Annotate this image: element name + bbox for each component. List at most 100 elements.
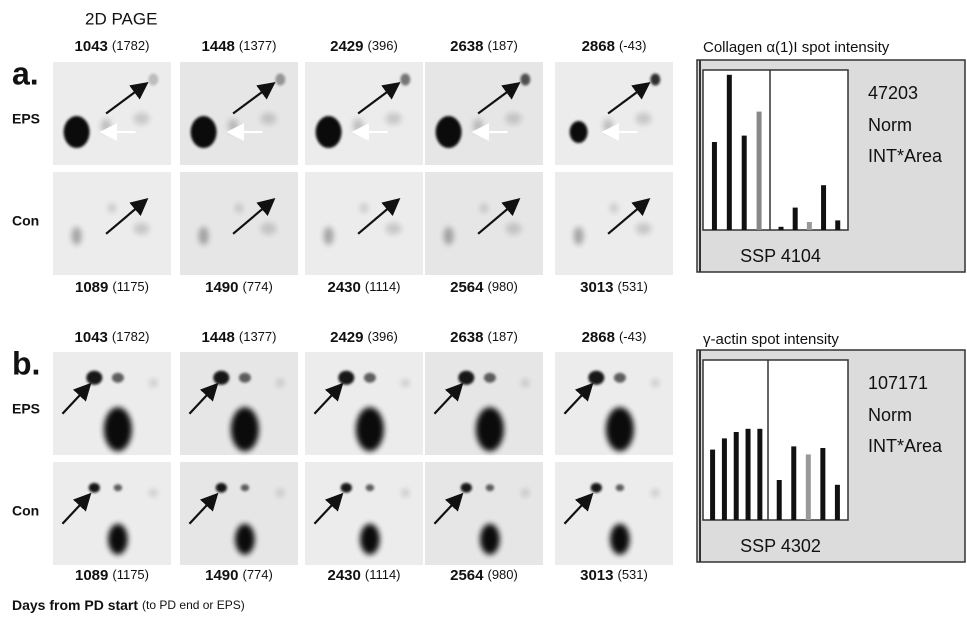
sample-id: 2868 — [582, 38, 615, 55]
gel-image — [180, 352, 298, 455]
gel-bg — [305, 172, 423, 275]
gel-spot — [460, 482, 472, 493]
gel-image — [555, 352, 673, 455]
gel-label: 2429 (396) — [330, 38, 398, 55]
arrow — [188, 492, 219, 525]
bar — [805, 454, 811, 520]
gel-image — [555, 172, 673, 275]
arrow — [357, 82, 401, 115]
gel-spot — [190, 116, 217, 149]
chart-value: 47203 — [868, 83, 918, 103]
gel-spot — [340, 482, 352, 493]
row-label: Con — [12, 213, 39, 229]
figure-title: 2D PAGE — [85, 9, 157, 28]
gel-spot — [573, 226, 584, 245]
gel-label: 2868 (-43) — [582, 38, 647, 55]
panel-label: b. — [12, 345, 40, 381]
bar — [834, 484, 840, 520]
chart-unit: INT*Area — [868, 436, 943, 456]
gel-label: 1089 (1175) — [75, 567, 149, 584]
days: (1377) — [239, 38, 277, 53]
gel-bg — [53, 172, 171, 275]
days: (774) — [243, 279, 273, 294]
gel-spot — [385, 112, 402, 125]
gel-spot — [260, 112, 277, 125]
bar — [835, 220, 841, 230]
arrow — [232, 82, 276, 115]
gel-spot — [338, 370, 355, 385]
gel-spot — [240, 484, 250, 492]
days: (1175) — [112, 567, 149, 582]
gel-label: 1448 (1377) — [202, 38, 277, 55]
arrow — [357, 197, 401, 235]
chart-value: 107171 — [868, 373, 928, 393]
gel-spot — [198, 226, 209, 245]
gel-image — [180, 62, 298, 165]
gel-label: 1043 (1782) — [75, 329, 150, 346]
gel-spot — [588, 370, 605, 385]
gel-spot — [615, 484, 625, 492]
gel-label: 1490 (774) — [205, 279, 273, 296]
gel-spot — [435, 116, 462, 149]
gel-spot — [149, 378, 158, 387]
gel-spot — [569, 121, 588, 144]
sample-id: 2638 — [450, 38, 483, 55]
gel-image — [53, 62, 171, 165]
gel-spot — [458, 370, 475, 385]
gel-spot — [483, 372, 496, 383]
arrow — [105, 197, 149, 235]
gel-spot — [353, 118, 364, 133]
gel-spot — [635, 222, 652, 235]
sample-id: 2564 — [450, 279, 484, 296]
gel-spot — [111, 372, 124, 383]
arrow — [607, 197, 651, 235]
gel-spot — [401, 378, 410, 387]
sample-id: 3013 — [580, 279, 613, 296]
gel-spot — [133, 222, 150, 235]
chart-ssp: SSP 4104 — [740, 246, 821, 266]
gel-spot — [443, 226, 454, 245]
bar — [726, 74, 732, 230]
gel-spot — [86, 370, 103, 385]
arrow — [313, 382, 344, 415]
gel-spot — [613, 372, 626, 383]
gel-image — [425, 62, 543, 165]
gel-spot — [590, 482, 602, 493]
bar — [776, 480, 782, 520]
gel-image — [53, 172, 171, 275]
sample-id: 2429 — [330, 38, 363, 55]
gel-spot — [485, 484, 495, 492]
sample-id: 1043 — [75, 329, 108, 346]
arrow — [61, 382, 92, 415]
gel-spot — [215, 482, 227, 493]
bar — [741, 135, 747, 230]
chart-title: Collagen α(1)I spot intensity — [703, 39, 890, 56]
gel-spot — [635, 112, 652, 125]
arrow — [433, 382, 464, 415]
sample-id: 1089 — [75, 567, 108, 584]
gel-label: 2429 (396) — [330, 329, 398, 346]
gel-image — [305, 462, 423, 565]
days: (187) — [488, 329, 518, 344]
gel-spot — [473, 118, 484, 133]
gel-spot — [149, 488, 158, 497]
gel-spot — [651, 378, 660, 387]
gel-label: 3013 (531) — [580, 279, 648, 296]
gel-spot — [650, 73, 661, 86]
gel-label: 1089 (1175) — [75, 279, 149, 296]
days: (531) — [618, 279, 648, 294]
arrow — [232, 197, 276, 235]
chart-unit: INT*Area — [868, 146, 943, 166]
gel-image — [53, 462, 171, 565]
gel-spot — [480, 203, 488, 214]
arrow — [105, 82, 149, 115]
arrow — [188, 382, 219, 415]
sample-id: 2430 — [327, 567, 360, 584]
gel-spot — [235, 523, 255, 555]
days: (1782) — [112, 38, 150, 53]
days: (-43) — [619, 38, 646, 53]
gel-spot — [71, 226, 82, 245]
days: (1175) — [112, 279, 149, 294]
days: (187) — [488, 38, 518, 53]
